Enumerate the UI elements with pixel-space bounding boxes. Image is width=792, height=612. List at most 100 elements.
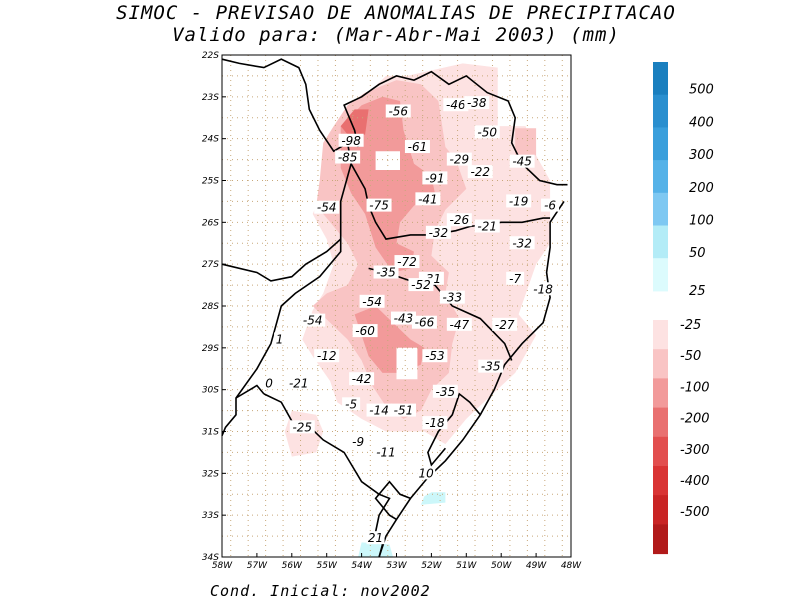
contour-label-bg [390,311,416,325]
lat-label: 23S [202,93,219,103]
contour-label: -35 [376,266,396,280]
lon-label: 56W [282,561,303,571]
lagoa-mirim [374,480,411,521]
contour-label-bg [366,403,392,417]
contour-label: -45 [512,155,532,169]
contour-label: -54 [303,314,323,328]
legend-swatch-positive [653,258,668,292]
contour-label-bg [300,313,326,327]
anomaly-zone-positive-east [420,492,446,505]
contour-label: -98 [341,134,361,148]
lon-label: 55W [317,561,338,571]
lon-label: 58W [212,561,233,571]
contour-label-bg [349,372,375,386]
contour-label-bg [314,200,340,214]
contour-label-bg [506,271,525,285]
lat-label: 27S [202,260,219,270]
legend-swatch-positive [653,127,668,161]
contour-label-bg [373,445,399,459]
contour-label: -61 [408,140,428,154]
legend-label-positive: 400 [689,115,714,130]
contour-label-bg [422,171,448,185]
contour-label-bg [404,140,430,154]
legend-label-positive: 300 [689,148,714,163]
legend-swatch-positive [653,160,668,194]
legend-swatch-negative [653,349,668,379]
legend-swatch-positive [653,62,668,96]
contour-label-bg [263,376,275,390]
lon-label: 54W [351,561,372,571]
contour-label: -75 [369,199,389,213]
contour-label: -43 [394,312,414,326]
border-triple [235,384,265,399]
initial-condition-label: Cond. Inicial: nov2002 [210,582,431,600]
contour-label: -9 [352,435,364,449]
contour-label: 10 [419,466,435,480]
legend-swatch-negative [653,495,668,525]
lat-label: 28S [202,302,219,312]
legend-label-positive: 50 [689,246,706,261]
contour-label-bg [352,324,378,338]
contour-label: -66 [415,316,435,330]
legend-swatch-negative [653,407,668,438]
contour-label-bg [474,219,500,233]
contour-label-bg [390,403,416,417]
contour-label-bg [432,384,458,398]
lat-label: 32S [202,469,219,479]
contour-label-bg [478,359,504,373]
contour-label-bg [541,198,560,212]
legend-label-negative: -400 [680,474,710,489]
lon-label: 53W [386,561,407,571]
contour-label-bg [359,294,385,308]
lat-label: 34S [202,553,219,563]
contour-label: -6 [544,199,556,213]
contour-label: -12 [317,349,337,363]
contour-label-bg [394,255,420,269]
contour-label-bg [366,198,392,212]
contour-label-bg [385,104,411,118]
contour-label-bg [446,152,472,166]
contour-label: -42 [352,372,372,386]
lat-label: 25S [202,177,219,187]
contour-label: -14 [369,404,389,418]
lon-label: 49W [526,561,547,571]
axis-labels: 22S23S24S25S26S27S28S29S30S31S32S33S34S5… [202,51,582,571]
lat-label: 26S [202,218,219,228]
lat-label: 22S [202,51,219,61]
lon-label: 50W [491,561,512,571]
lon-label: 48W [561,561,582,571]
contour-label-bg [446,317,472,331]
contour-label-bg [417,466,436,480]
anomaly-shading [284,63,551,557]
contour-label: -33 [443,291,463,305]
legend-label-positive: 200 [689,181,714,196]
anomaly-zone-strong [340,96,435,273]
contour-label: -18 [533,282,553,296]
contour-label-bg [411,315,437,329]
contour-label: -25 [292,420,312,434]
contour-label-bg [335,150,361,164]
contour-label: -7 [509,272,521,286]
legend-label-negative: -300 [680,443,710,458]
contour-label: -54 [362,295,382,309]
legend-swatch-positive [653,225,668,259]
contour-label-bg [422,349,448,363]
contour-label: -47 [450,318,470,332]
contour-label: -32 [512,236,532,250]
map-title: SIMOC - PREVISAO DE ANOMALIAS DE PRECIPI… [116,2,676,24]
contour-label-bg [443,98,469,112]
contour-label-bg [342,397,361,411]
legend-swatch-negative [653,378,668,409]
legend-swatch-negative [653,436,668,467]
contour-label: -19 [509,194,529,208]
contour-label-bg [439,290,465,304]
lat-label: 29S [202,344,219,354]
lat-label: 33S [202,511,219,521]
map-subtitle: Valido para: (Mar-Abr-Mai 2003) (mm) [172,24,620,46]
contour-label: -11 [376,445,396,459]
lon-label: 57W [247,561,268,571]
anomaly-zone-positive-south [358,542,393,557]
contour-label-bg [408,278,434,292]
contour-label: -54 [317,201,337,215]
